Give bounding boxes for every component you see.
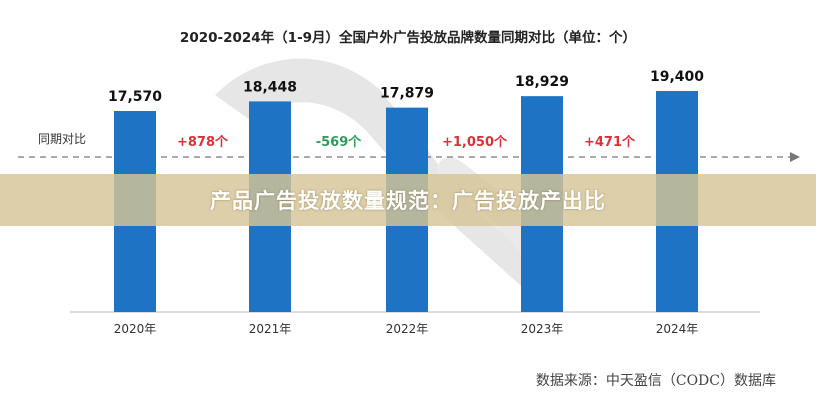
data-source: 数据来源：中天盈信（CODC）数据库 (535, 373, 776, 389)
x-tick-label: 2022年 (386, 322, 429, 336)
yoy-arrow-icon (790, 152, 800, 162)
bar-value-label: 19,400 (650, 69, 704, 85)
x-tick-label: 2024年 (656, 322, 699, 336)
title-banner: 产品广告投放数量规范：广告投放产出比 (0, 174, 816, 226)
yoy-label: 同期对比 (38, 132, 86, 146)
yoy-change-label: +471个 (584, 134, 636, 150)
bar-value-label: 18,448 (243, 79, 297, 95)
bar-value-label: 17,879 (380, 86, 434, 102)
yoy-change-label: +878个 (177, 134, 229, 150)
bar-value-label: 17,570 (108, 89, 162, 105)
yoy-change-label: -569个 (316, 134, 363, 150)
yoy-change-label: +1,050个 (442, 134, 508, 150)
chart-title: 2020-2024年（1-9月）全国户外广告投放品牌数量同期对比（单位：个） (180, 29, 636, 46)
banner-title: 产品广告投放数量规范：广告投放产出比 (210, 189, 606, 213)
x-tick-label: 2020年 (114, 322, 157, 336)
x-tick-label: 2021年 (249, 322, 292, 336)
bar-value-label: 18,929 (515, 74, 569, 90)
x-tick-label: 2023年 (521, 322, 564, 336)
